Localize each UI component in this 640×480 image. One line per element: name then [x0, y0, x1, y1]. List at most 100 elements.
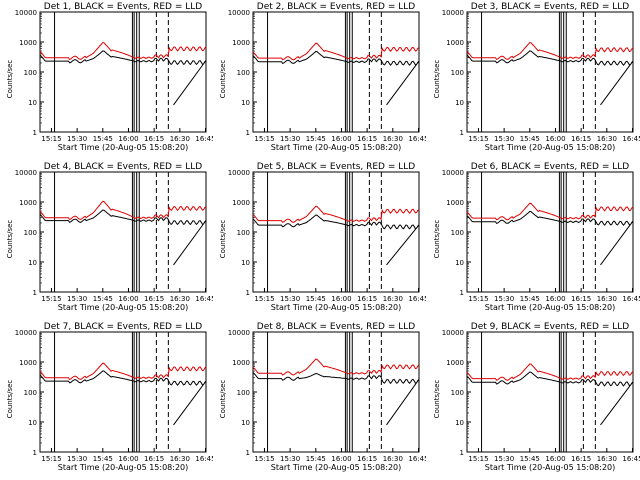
plot-frame: [466, 331, 634, 453]
lld-series-line: [466, 202, 634, 221]
lld-series-line: [39, 41, 207, 61]
x-tick-label: 16:00: [545, 135, 565, 143]
x-tick-label: 16:15: [357, 455, 377, 463]
x-tick-label: 15:30: [67, 135, 87, 143]
x-tick-label: 15:45: [93, 455, 113, 463]
y-tick-label: 10000: [442, 169, 464, 177]
x-tick-label: 16:15: [144, 135, 164, 143]
x-tick-label: 15:45: [306, 295, 326, 303]
y-tick-label: 10: [455, 259, 464, 267]
x-tick-label: 16:30: [383, 135, 403, 143]
y-tick-label: 1: [246, 289, 250, 297]
lld-series-line: [39, 200, 207, 221]
x-axis-label: Start Time (20-Aug-05 15:08:20): [270, 463, 402, 472]
x-tick-label: 16:15: [144, 295, 164, 303]
y-tick-label: 10: [241, 259, 250, 267]
x-tick-label: 16:00: [118, 135, 138, 143]
y-tick-label: 10: [28, 259, 37, 267]
events-series-line: [466, 371, 634, 426]
x-tick-label: 15:30: [280, 135, 300, 143]
x-tick-label: 15:30: [280, 455, 300, 463]
events-series-line: [39, 50, 207, 106]
panel-title: Det 9, BLACK = Events, RED = LLD: [470, 322, 630, 332]
y-tick-label: 1: [246, 129, 250, 137]
detector-panel-8: 1 10 100 1000 10000 15:15 15:30 15:45 16:00 16:15…: [213, 320, 426, 480]
x-tick-label: 16:00: [545, 455, 565, 463]
panel-plot-5: 1 10 100 1000 10000 15:15 15:30 15:45 16:00 16:15…: [228, 169, 426, 303]
x-axis-label: Start Time (20-Aug-05 15:08:20): [484, 303, 616, 312]
plot-frame: [252, 11, 420, 133]
y-tick-label: 10: [241, 99, 250, 107]
x-tick-label: 15:30: [280, 295, 300, 303]
x-tick-label: 15:30: [494, 295, 514, 303]
x-tick-label: 15:15: [41, 295, 61, 303]
y-tick-label: 10000: [15, 329, 37, 337]
x-tick-label: 16:30: [170, 295, 190, 303]
x-axis-label: Start Time (20-Aug-05 15:08:20): [484, 463, 616, 472]
x-tick-label: 16:45: [622, 455, 640, 463]
x-tick-label: 15:45: [520, 295, 540, 303]
x-tick-label: 16:30: [383, 455, 403, 463]
panel-title: Det 7, BLACK = Events, RED = LLD: [43, 322, 203, 332]
panel-title: Det 4, BLACK = Events, RED = LLD: [43, 162, 203, 172]
plot-frame: [252, 171, 420, 293]
y-tick-label: 10000: [228, 329, 250, 337]
x-tick-label: 16:45: [408, 455, 426, 463]
x-axis-label: Start Time (20-Aug-05 15:08:20): [270, 143, 402, 152]
x-tick-label: 15:30: [494, 455, 514, 463]
x-tick-label: 15:15: [468, 295, 488, 303]
x-tick-label: 16:45: [408, 295, 426, 303]
x-tick-label: 16:30: [170, 135, 190, 143]
x-tick-label: 15:45: [520, 135, 540, 143]
lld-series-line: [466, 41, 634, 61]
y-axis-label: Counts/sec: [6, 219, 14, 259]
panel-title: Det 6, BLACK = Events, RED = LLD: [470, 162, 630, 172]
panel-plot-8: 1 10 100 1000 10000 15:15 15:30 15:45 16:00 16:15…: [228, 329, 426, 463]
plot-frame: [39, 11, 207, 133]
x-tick-label: 16:00: [331, 295, 351, 303]
x-tick-label: 16:30: [383, 295, 403, 303]
events-series-line: [252, 214, 420, 266]
detector-panel-3: 1 10 100 1000 10000 15:15 15:30 15:45 16:00 16:15…: [427, 0, 640, 160]
x-tick-label: 16:15: [357, 135, 377, 143]
y-tick-label: 10000: [15, 169, 37, 177]
y-tick-label: 10: [455, 419, 464, 427]
x-tick-label: 15:45: [93, 295, 113, 303]
y-tick-label: 1000: [19, 39, 37, 47]
y-tick-label: 100: [451, 389, 464, 397]
plot-frame: [466, 11, 634, 133]
x-tick-label: 16:15: [571, 295, 591, 303]
y-tick-label: 10: [455, 99, 464, 107]
y-axis-label: Counts/sec: [219, 219, 227, 259]
x-tick-label: 16:15: [571, 455, 591, 463]
y-tick-label: 1000: [232, 39, 250, 47]
y-axis-label: Counts/sec: [6, 59, 14, 99]
y-tick-label: 100: [451, 69, 464, 77]
panel-plot-9: 1 10 100 1000 10000 15:15 15:30 15:45 16:00 16:15…: [442, 329, 640, 463]
y-tick-label: 1: [460, 129, 464, 137]
panel-title: Det 2, BLACK = Events, RED = LLD: [256, 2, 416, 12]
panel-plot-4: 1 10 100 1000 10000 15:15 15:30 15:45 16:00 16:15…: [15, 169, 213, 303]
panel-title: Det 3, BLACK = Events, RED = LLD: [470, 2, 630, 12]
x-axis-label: Start Time (20-Aug-05 15:08:20): [57, 303, 189, 312]
x-tick-label: 15:45: [306, 135, 326, 143]
x-axis-label: Start Time (20-Aug-05 15:08:20): [57, 463, 189, 472]
y-tick-label: 1000: [19, 199, 37, 207]
y-tick-label: 10000: [442, 9, 464, 17]
panel-plot-3: 1 10 100 1000 10000 15:15 15:30 15:45 16:00 16:15…: [442, 9, 640, 143]
x-axis-label: Start Time (20-Aug-05 15:08:20): [57, 143, 189, 152]
y-tick-label: 10: [28, 419, 37, 427]
y-tick-label: 100: [24, 389, 37, 397]
events-series-line: [466, 210, 634, 266]
y-tick-label: 1: [33, 449, 37, 457]
x-tick-label: 16:30: [597, 135, 617, 143]
lld-series-line: [252, 42, 420, 61]
y-axis-label: Counts/sec: [6, 379, 14, 419]
y-tick-label: 100: [451, 229, 464, 237]
panel-title: Det 8, BLACK = Events, RED = LLD: [256, 322, 416, 332]
plot-frame: [39, 331, 207, 453]
x-tick-label: 16:00: [331, 455, 351, 463]
x-tick-label: 15:15: [254, 295, 274, 303]
plot-frame: [252, 331, 420, 453]
